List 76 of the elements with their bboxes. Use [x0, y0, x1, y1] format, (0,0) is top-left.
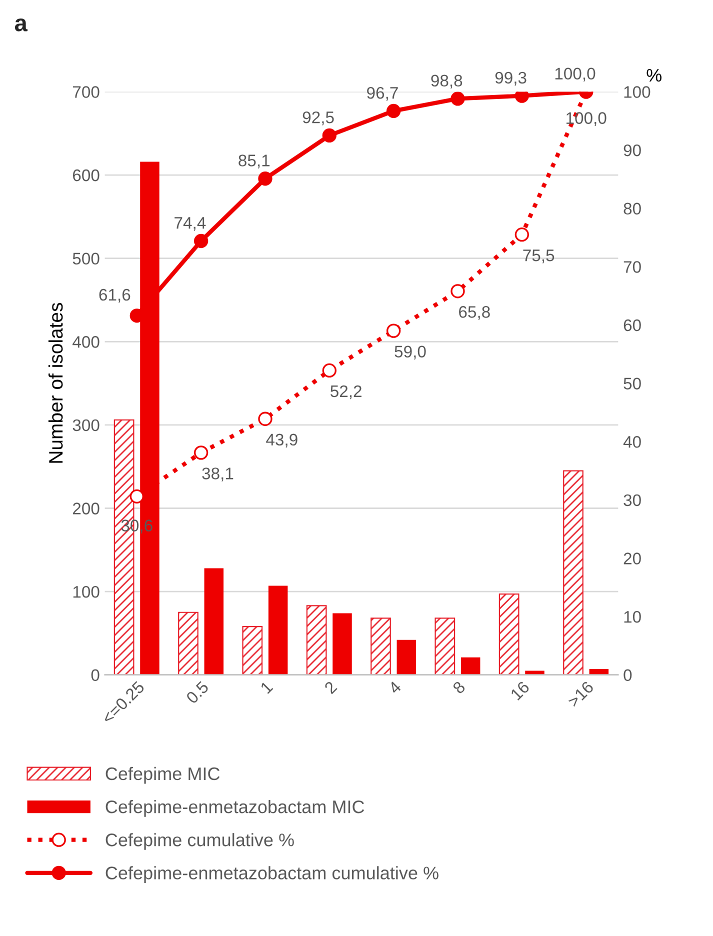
data-label: 96,7 [367, 86, 398, 101]
data-label: 100,0 [566, 112, 606, 126]
bar [589, 669, 609, 675]
bar [434, 618, 456, 675]
data-label: 38,1 [202, 468, 234, 482]
y2-tick-label: 90 [624, 144, 641, 156]
point [258, 412, 272, 426]
point [130, 489, 144, 504]
chart-title: a [14, 18, 28, 32]
y2-tick-label: 70 [624, 261, 641, 273]
data-label: 92,5 [302, 111, 334, 126]
y2-tick-label: 100 [624, 86, 650, 98]
data-label: 61,6 [99, 288, 130, 303]
bar [332, 613, 352, 675]
bar [178, 612, 198, 675]
data-label: 98,8 [431, 74, 462, 88]
bar [306, 605, 327, 675]
y2-tick-label: 20 [624, 552, 641, 564]
legend-label: Cefepime-enmetazobactam cumulative % [106, 866, 438, 883]
data-label: 43,9 [266, 434, 298, 448]
data-label: 74,4 [174, 217, 206, 231]
y-tick-label: 100 [73, 586, 100, 598]
y-tick-label: 200 [72, 502, 100, 514]
bar [268, 586, 288, 675]
y-axis-title: Number of isolates [48, 302, 63, 463]
x-tick-label: 4 [388, 680, 402, 695]
y2-tick-label: 50 [624, 378, 641, 390]
point [386, 104, 401, 118]
y-tick-label: 500 [72, 252, 100, 265]
point [258, 172, 272, 186]
legend-label: Cefepime MIC [106, 766, 220, 784]
y2-tick-label: 30 [624, 494, 641, 506]
bar [242, 626, 263, 675]
y-tick-label: 400 [72, 336, 100, 348]
x-tick-label: 8 [452, 680, 466, 694]
y-tick-label: 300 [72, 419, 100, 432]
bar [370, 618, 391, 675]
y2-axis-title: % [646, 68, 662, 82]
y2-tick-label: 60 [624, 319, 641, 332]
data-label: 75,5 [523, 250, 554, 264]
x-tick-label: 2 [324, 680, 338, 694]
x-tick-label: 1 [260, 680, 274, 694]
data-label: 30,6 [121, 520, 152, 534]
data-label: 59,0 [394, 346, 426, 360]
point [514, 92, 529, 103]
bar [498, 593, 520, 675]
point [194, 446, 208, 460]
data-label: 85,1 [238, 154, 270, 168]
x-tick-label: 16 [510, 680, 530, 701]
data-label: 99,3 [495, 72, 526, 86]
bar [525, 670, 544, 675]
bar [204, 568, 224, 675]
bar [563, 470, 584, 675]
data-label: 65,8 [459, 306, 490, 320]
bar [460, 657, 480, 675]
point [194, 234, 208, 248]
y2-tick-label: 40 [623, 436, 641, 448]
point [386, 324, 401, 338]
legend-label: Cefepime cumulative % [106, 833, 294, 850]
point [322, 128, 336, 143]
y2-tick-label: 0 [624, 669, 632, 682]
x-tick-label: 0.5 [185, 680, 210, 704]
y-tick-label: 700 [73, 86, 100, 98]
x-tick-label: >16 [566, 680, 594, 708]
point [514, 228, 529, 242]
point [322, 363, 336, 378]
data-label: 52,2 [330, 385, 362, 400]
data-label: 100,0 [555, 68, 596, 82]
bar [396, 640, 416, 675]
point [450, 284, 465, 298]
y-tick-label: 0 [91, 669, 100, 682]
y-tick-label: 600 [72, 169, 100, 182]
y2-tick-label: 10 [624, 610, 641, 623]
y2-tick-label: 80 [624, 202, 641, 215]
point [450, 92, 465, 106]
legend-label: Cefepime-enmetazobactam MIC [106, 800, 364, 817]
